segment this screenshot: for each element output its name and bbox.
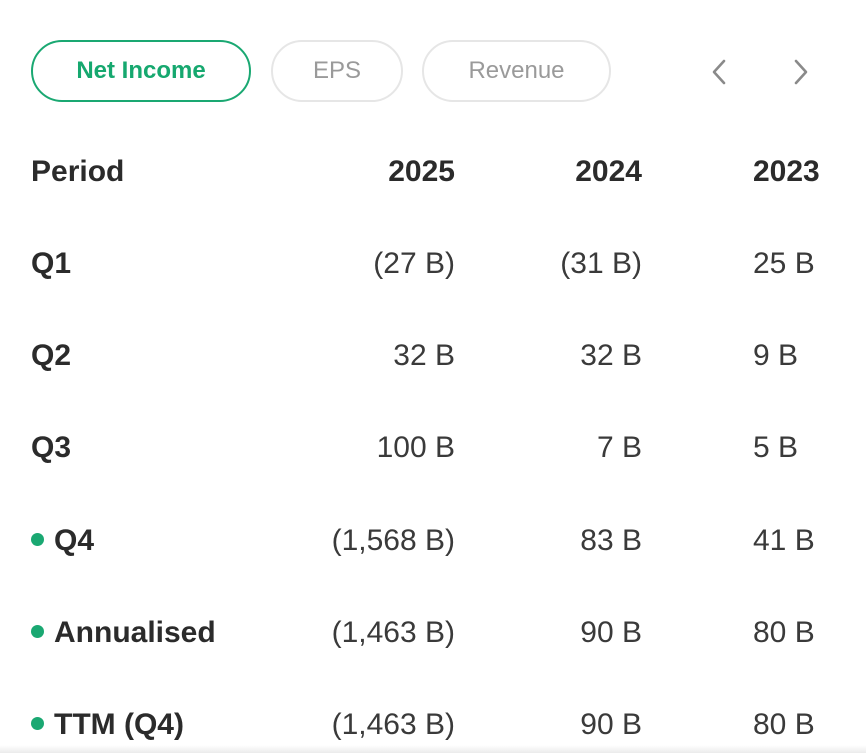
tab-revenue[interactable]: Revenue [422, 40, 611, 102]
value-cell: 80 B [753, 616, 815, 649]
row-label: Q4 [31, 511, 94, 571]
value-cell: 7 B [596, 431, 642, 464]
chevron-left-icon [712, 59, 726, 85]
financials-table: Period 2025 2024 2023 Q1 (27 B) (31 B) 2… [0, 120, 825, 753]
metric-tabs: Net Income EPS Revenue [31, 40, 851, 106]
table-header-row: Period 2025 2024 2023 [0, 142, 825, 202]
value-cell: (31 B) [560, 247, 642, 280]
status-dot-icon [31, 532, 44, 546]
row-label-text: TTM (Q4) [54, 708, 184, 741]
year-header: 2025 [388, 155, 455, 188]
value-cell: 83 B [580, 524, 642, 557]
value-cell: 90 B [580, 708, 642, 741]
row-label-text: Q1 [31, 247, 72, 280]
value-cell: 9 B [753, 339, 799, 372]
bottom-divider [0, 745, 866, 753]
tab-net-income[interactable]: Net Income [31, 40, 251, 102]
value-cell: 32 B [393, 339, 455, 372]
period-header: Period [31, 155, 125, 188]
row-label: Q3 [31, 418, 71, 478]
year-header: 2023 [753, 155, 820, 188]
row-label-text: Q2 [31, 339, 72, 372]
chevron-right-icon [794, 59, 808, 85]
row-label-text: Q4 [54, 524, 95, 557]
status-dot-icon [31, 624, 44, 638]
value-cell: 100 B [376, 431, 455, 464]
status-dot-icon [31, 716, 44, 730]
value-cell: 80 B [753, 708, 815, 741]
year-header: 2024 [575, 155, 642, 188]
row-label: Annualised [31, 603, 216, 663]
value-cell: (1,463 B) [331, 708, 455, 741]
previous-button[interactable] [701, 54, 737, 90]
value-cell: 5 B [753, 431, 799, 464]
table-row: Annualised (1,463 B) 90 B 80 B [0, 603, 825, 663]
value-cell: (1,463 B) [331, 616, 455, 649]
row-label-text: Q3 [31, 431, 72, 464]
value-cell: 90 B [580, 616, 642, 649]
table-row: Q3 100 B 7 B 5 B [0, 418, 825, 478]
value-cell: 32 B [580, 339, 642, 372]
table-row: Q4 (1,568 B) 83 B 41 B [0, 511, 825, 571]
value-cell: 25 B [753, 247, 815, 280]
table-row: Q1 (27 B) (31 B) 25 B [0, 234, 825, 294]
row-label: Q1 [31, 234, 71, 294]
row-label-text: Annualised [54, 616, 216, 649]
value-cell: 41 B [753, 524, 815, 557]
value-cell: (27 B) [373, 247, 455, 280]
table-row: Q2 32 B 32 B 9 B [0, 326, 825, 386]
value-cell: (1,568 B) [331, 524, 455, 557]
tab-eps[interactable]: EPS [271, 40, 403, 102]
next-button[interactable] [783, 54, 819, 90]
table-row: TTM (Q4) (1,463 B) 90 B 80 B [0, 695, 825, 753]
row-label: Q2 [31, 326, 71, 386]
row-label: TTM (Q4) [31, 695, 184, 753]
